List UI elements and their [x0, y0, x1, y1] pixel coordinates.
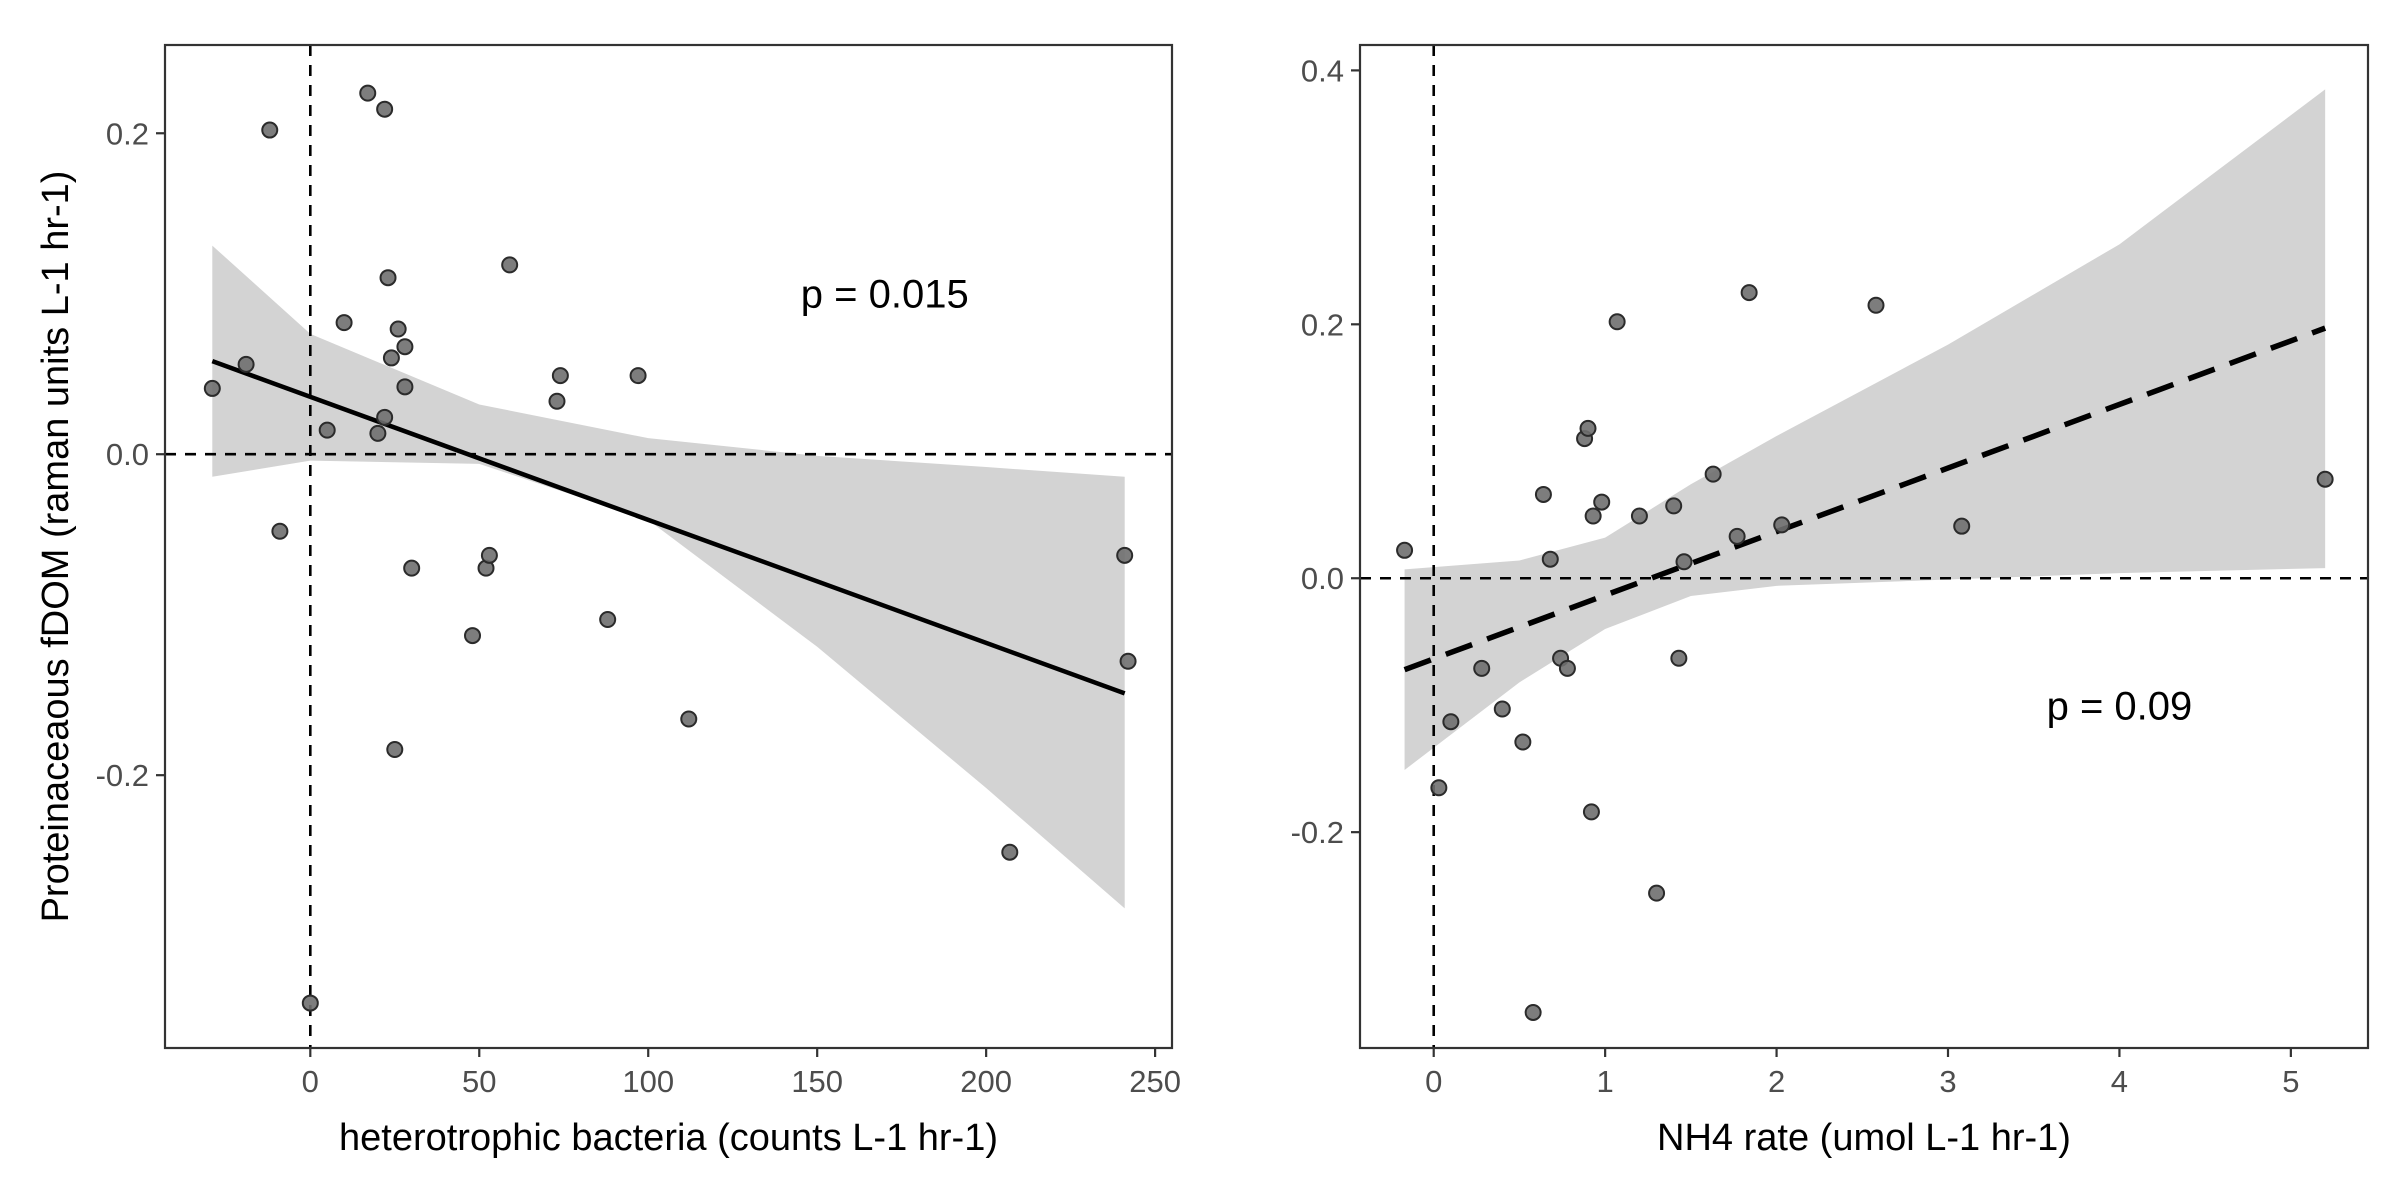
right-confidence-band: [1404, 89, 2326, 770]
right-data-point: [1665, 497, 1683, 515]
right-panel: 0 1 2 3 4 5 -0.2 0.0 0.2 0.4 p = 0.09 NH4 rate (u…: [1291, 43, 2370, 1159]
right-x-tick-label: 0: [1425, 1064, 1442, 1099]
right-data-point: [1608, 313, 1626, 331]
right-data-point: [1396, 541, 1414, 559]
left-data-point: [203, 379, 221, 397]
right-data-point: [1675, 553, 1693, 571]
right-data-point: [1740, 284, 1758, 302]
right-data-point: [1670, 649, 1688, 667]
left-data-point: [237, 355, 255, 373]
left-data-point: [464, 627, 482, 645]
left-x-tick-label: 250: [1129, 1064, 1181, 1099]
right-data-point: [1493, 700, 1511, 718]
right-data-point: [1773, 516, 1791, 534]
left-y-tick-label: 0.2: [106, 116, 149, 151]
right-data-point: [1473, 659, 1491, 677]
right-data-point: [1648, 884, 1666, 902]
right-y-tick-label: -0.2: [1291, 815, 1344, 850]
right-data-point: [1867, 296, 1885, 314]
left-data-point: [376, 408, 394, 426]
left-p-value-annotation: p = 0.015: [801, 273, 969, 317]
left-data-point: [261, 121, 279, 139]
left-data-point: [480, 546, 498, 564]
right-p-value-annotation: p = 0.09: [2047, 685, 2193, 729]
right-data-point: [1524, 1003, 1542, 1021]
left-data-point: [318, 421, 336, 439]
left-x-axis-title: heterotrophic bacteria (counts L-1 hr-1): [339, 1117, 998, 1159]
right-data-point: [2316, 470, 2334, 488]
left-data-point: [396, 338, 414, 356]
left-data-point: [386, 741, 404, 759]
right-plot-frame: [1358, 43, 2370, 1050]
right-data-point: [1534, 485, 1552, 503]
left-data-point: [359, 84, 377, 102]
left-y-tick-label: 0.0: [106, 437, 149, 472]
right-data-point: [1514, 733, 1532, 751]
right-data-point: [1584, 507, 1602, 525]
right-data-point: [1728, 527, 1746, 545]
left-confidence-band: [212, 245, 1125, 909]
left-data-point: [335, 314, 353, 332]
left-data-point: [1119, 652, 1137, 670]
left-regression-line: [211, 359, 1126, 696]
left-data-point: [389, 320, 407, 338]
left-x-tick-label: 50: [462, 1064, 496, 1099]
left-data-point: [396, 378, 414, 396]
left-x-tick-label: 150: [791, 1064, 843, 1099]
right-data-point: [1442, 713, 1460, 731]
left-data-point: [376, 100, 394, 118]
left-plot-frame: [163, 43, 1174, 1050]
left-panel: 0 50 100 150 200 250 -0.2 0.0 0.2 p = 0.015 hete…: [35, 43, 1181, 1159]
right-x-tick-label: 3: [1939, 1064, 1956, 1099]
right-data-point: [1953, 517, 1971, 535]
right-x-tick-label: 5: [2282, 1064, 2299, 1099]
left-data-point: [271, 522, 289, 540]
right-data-point: [1430, 779, 1448, 797]
left-data-point: [369, 424, 387, 442]
right-data-point: [1593, 493, 1611, 511]
right-y-tick-label: 0.2: [1301, 307, 1344, 342]
left-x-tick-label: 0: [302, 1064, 319, 1099]
right-data-point: [1558, 659, 1576, 677]
y-axis-title: Proteinaceaous fDOM (raman units L-1 hr-…: [35, 171, 77, 923]
right-x-axis-title: NH4 rate (umol L-1 hr-1): [1657, 1117, 2071, 1159]
left-data-point: [1001, 843, 1019, 861]
left-data-point: [551, 367, 569, 385]
right-x-tick-label: 1: [1597, 1064, 1614, 1099]
left-x-tick-label: 100: [622, 1064, 674, 1099]
left-data-point: [501, 256, 519, 274]
right-data-point: [1582, 803, 1600, 821]
right-x-tick-label: 4: [2111, 1064, 2128, 1099]
right-data-point: [1541, 550, 1559, 568]
left-data-point: [379, 269, 397, 287]
right-x-tick-label: 2: [1768, 1064, 1785, 1099]
left-data-point: [548, 392, 566, 410]
left-x-tick-label: 200: [960, 1064, 1012, 1099]
left-data-point: [680, 710, 698, 728]
right-regression-line: [1403, 325, 2327, 673]
left-data-point: [382, 349, 400, 367]
left-y-tick-label: -0.2: [96, 758, 149, 793]
right-data-point: [1579, 419, 1597, 437]
left-data-point: [629, 367, 647, 385]
right-data-point: [1630, 507, 1648, 525]
right-y-tick-label: 0.0: [1301, 561, 1344, 596]
left-data-point: [301, 994, 319, 1012]
left-data-point: [1116, 546, 1134, 564]
right-y-tick-label: 0.4: [1301, 53, 1344, 88]
left-data-point: [403, 559, 421, 577]
right-data-point: [1704, 465, 1722, 483]
left-data-point: [599, 611, 617, 629]
